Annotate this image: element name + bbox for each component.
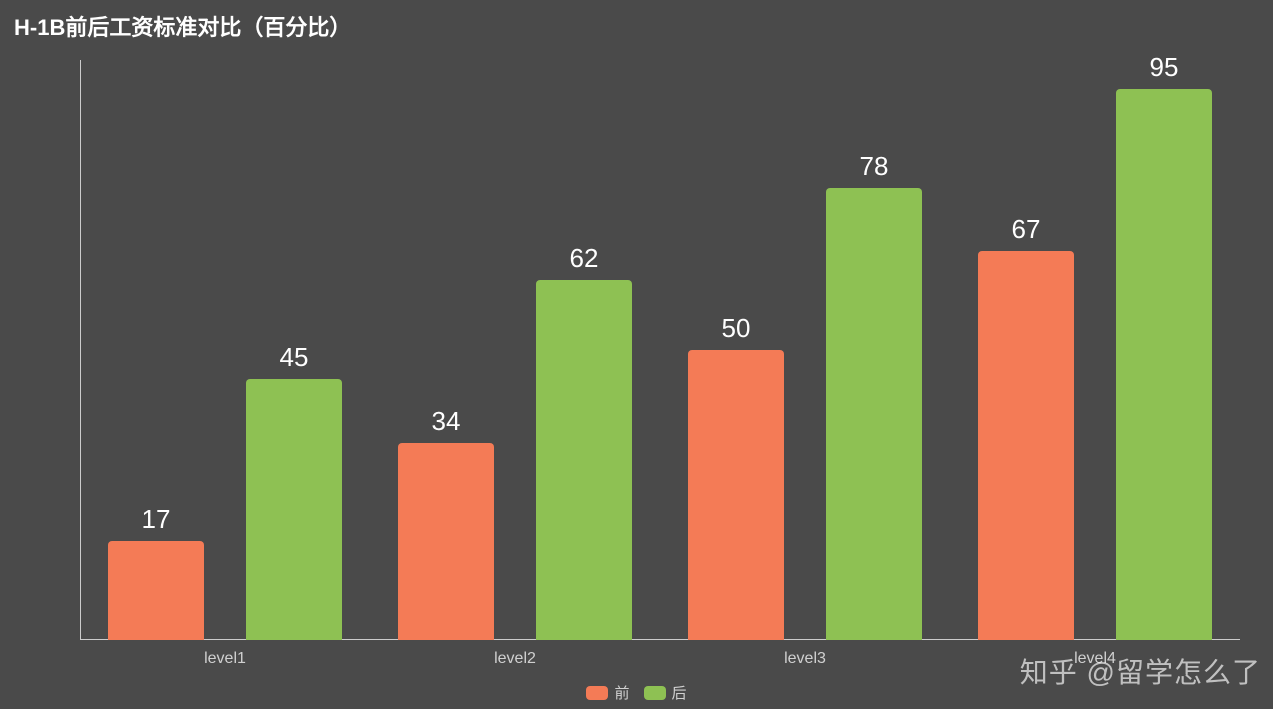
bar-before: 34 (398, 443, 494, 640)
legend-label: 后 (672, 682, 687, 703)
bar-value-label: 95 (1116, 52, 1212, 83)
category-label: level3 (660, 650, 950, 668)
y-axis-line (80, 60, 81, 640)
bar-after: 95 (1116, 89, 1212, 640)
bar-value-label: 17 (108, 504, 204, 535)
bar-group: 5078 (688, 60, 922, 640)
plot-area: 1745level13462level25078level36795level4 (80, 60, 1240, 640)
legend-swatch (644, 686, 666, 700)
watermark-text: 知乎 @留学怎么了 (1020, 651, 1261, 691)
chart-canvas: H-1B前后工资标准对比（百分比） 1745level13462level250… (0, 0, 1273, 709)
bar-value-label: 45 (246, 342, 342, 373)
legend-item-before: 前 (586, 682, 629, 703)
bar-value-label: 50 (688, 313, 784, 344)
bar-group: 6795 (978, 60, 1212, 640)
bar-value-label: 67 (978, 214, 1074, 245)
legend-swatch (586, 686, 608, 700)
bar-after: 78 (826, 188, 922, 640)
legend-label: 前 (614, 682, 629, 703)
bar-value-label: 62 (536, 243, 632, 274)
bar-group: 1745 (108, 60, 342, 640)
bar-value-label: 34 (398, 406, 494, 437)
bar-before: 17 (108, 541, 204, 640)
bar-after: 45 (246, 379, 342, 640)
bar-value-label: 78 (826, 151, 922, 182)
bar-before: 50 (688, 350, 784, 640)
chart-title: H-1B前后工资标准对比（百分比） (14, 10, 351, 42)
bar-before: 67 (978, 251, 1074, 640)
bar-group: 3462 (398, 60, 632, 640)
bar-after: 62 (536, 280, 632, 640)
legend-item-after: 后 (644, 682, 687, 703)
category-label: level1 (80, 650, 370, 668)
category-label: level2 (370, 650, 660, 668)
